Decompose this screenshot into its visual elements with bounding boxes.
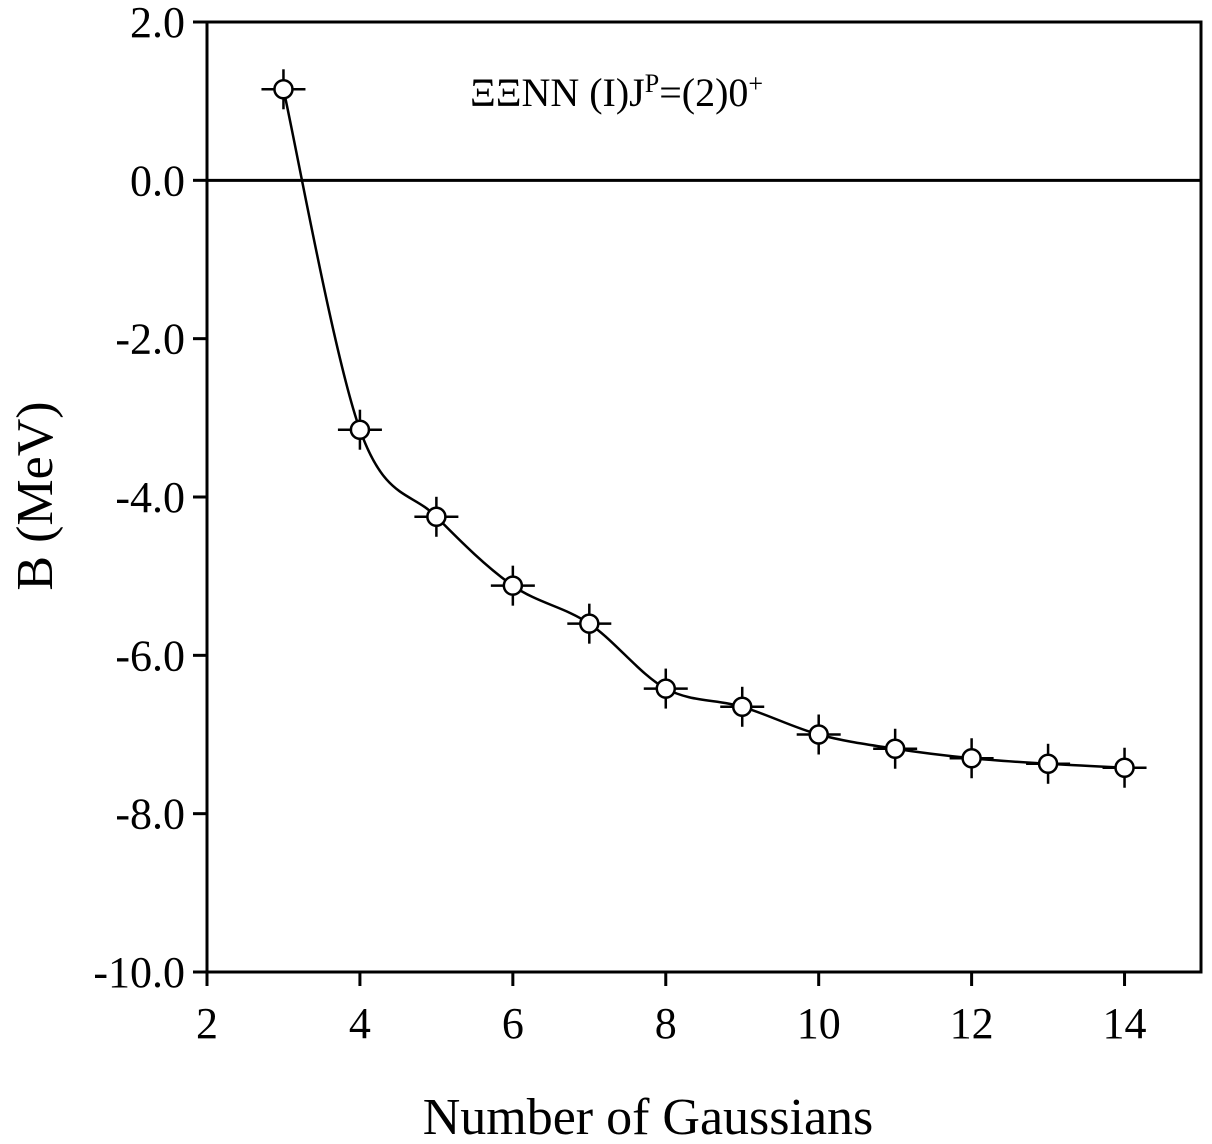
y-tick-label: 0.0 bbox=[130, 156, 185, 205]
y-tick-label: -10.0 bbox=[93, 948, 185, 997]
data-point bbox=[567, 603, 612, 644]
y-axis-title: B (MeV) bbox=[7, 401, 64, 590]
points-layer bbox=[261, 69, 1147, 788]
data-point-marker bbox=[961, 748, 982, 769]
x-tick-label: 4 bbox=[349, 999, 371, 1048]
x-tick-label: 2 bbox=[196, 999, 218, 1048]
plot-border bbox=[205, 20, 1203, 974]
x-tick-label: 6 bbox=[502, 999, 524, 1048]
annotation-main: ΞΞNN (I)J bbox=[470, 70, 645, 115]
data-point bbox=[949, 738, 994, 779]
data-point-marker bbox=[731, 696, 753, 718]
data-point bbox=[261, 69, 306, 110]
data-point-marker bbox=[808, 724, 829, 745]
data-point-marker bbox=[1037, 753, 1059, 775]
annotation-tail: =(2)0 bbox=[659, 70, 748, 115]
data-point bbox=[796, 714, 841, 755]
data-point bbox=[1026, 743, 1071, 784]
plot-frame bbox=[205, 20, 1203, 974]
x-tick-label: 8 bbox=[655, 999, 677, 1048]
data-point bbox=[414, 496, 459, 537]
x-axis-ticks: 2 4 6 8 10 12 14 bbox=[196, 972, 1147, 1048]
data-point-marker bbox=[655, 678, 677, 699]
data-point-marker bbox=[426, 506, 447, 528]
y-tick-label: -6.0 bbox=[115, 631, 185, 680]
y-tick-label: -2.0 bbox=[115, 315, 185, 364]
annotation-sup2: + bbox=[748, 69, 763, 98]
annotation-sup: P bbox=[645, 69, 659, 98]
data-point-marker bbox=[884, 738, 906, 759]
data-point-marker bbox=[349, 419, 371, 440]
data-point-marker bbox=[502, 575, 524, 596]
data-point bbox=[873, 728, 918, 769]
series-layer bbox=[282, 89, 1125, 769]
x-tick-label: 10 bbox=[797, 999, 841, 1048]
data-point-marker bbox=[1114, 757, 1135, 778]
data-point-marker bbox=[273, 79, 294, 100]
y-tick-label: -4.0 bbox=[115, 473, 185, 522]
data-point bbox=[643, 668, 688, 709]
x-tick-label: 12 bbox=[950, 999, 994, 1048]
y-axis-ticks: 2.0 0.0 -2.0 -4.0 -6.0 -8.0 -10.0 bbox=[93, 0, 207, 997]
y-tick-label: -8.0 bbox=[115, 790, 185, 839]
series-line bbox=[282, 89, 1125, 769]
x-tick-label: 14 bbox=[1103, 999, 1147, 1048]
data-point bbox=[490, 565, 535, 606]
y-tick-label: 2.0 bbox=[130, 0, 185, 47]
series-annotation: ΞΞNN (I)JP=(2)0+ bbox=[470, 69, 763, 115]
data-point bbox=[1102, 747, 1147, 788]
x-axis-title: Number of Gaussians bbox=[423, 1089, 874, 1144]
data-point-marker bbox=[579, 613, 600, 634]
data-point bbox=[337, 409, 382, 450]
data-point bbox=[720, 686, 765, 727]
